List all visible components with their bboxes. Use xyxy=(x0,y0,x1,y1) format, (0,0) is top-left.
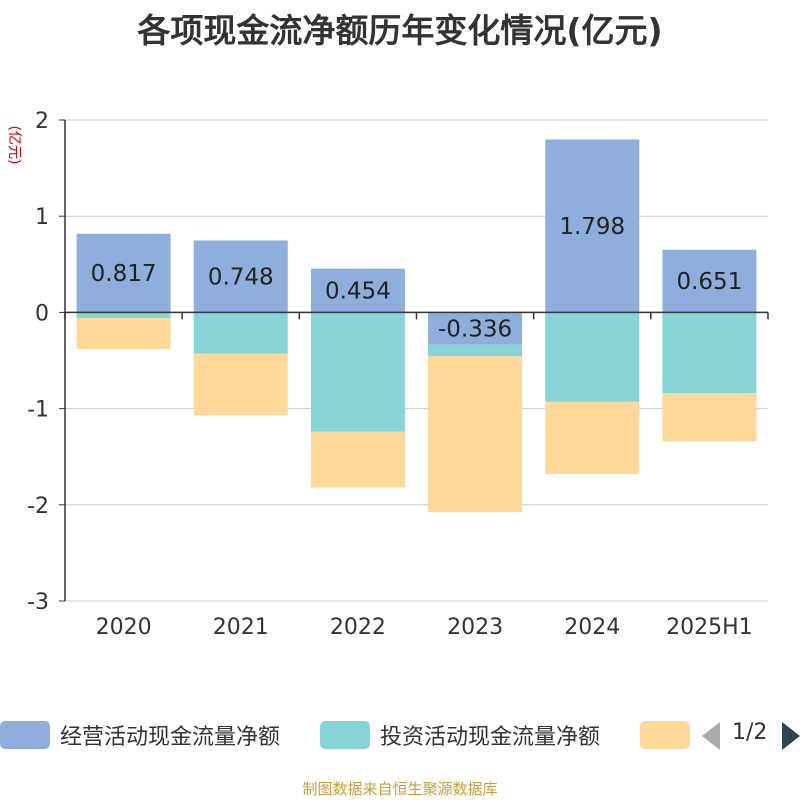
x-tick-label: 2020 xyxy=(96,615,152,640)
data-label: 0.454 xyxy=(325,279,391,305)
legend-swatch-operating xyxy=(0,721,50,749)
bar-operating xyxy=(662,249,757,313)
y-tick-label: 0 xyxy=(35,301,49,326)
x-tick-label: 2021 xyxy=(213,615,269,640)
x-tick-label: 2024 xyxy=(564,615,620,640)
bar-operating xyxy=(428,312,523,345)
legend-label-operating: 经营活动现金流量净额 xyxy=(60,725,281,750)
y-unit-label: (亿元) xyxy=(6,126,22,165)
legend-swatch-financing xyxy=(640,721,690,749)
y-tick-label: 2 xyxy=(35,109,49,134)
legend-swatch-investing xyxy=(320,721,370,749)
bar-investing xyxy=(76,312,171,319)
bar-investing xyxy=(193,312,288,354)
source-note: 制图数据来自恒生聚源数据库 xyxy=(302,780,498,798)
bar-financing xyxy=(662,393,757,442)
bar-investing xyxy=(545,312,640,402)
bar-operating xyxy=(193,240,288,313)
bar-investing xyxy=(662,312,757,394)
data-label: 0.817 xyxy=(91,261,157,287)
x-tick-label: 2025H1 xyxy=(666,615,753,640)
data-label: 1.798 xyxy=(559,214,625,240)
y-tick-label: -3 xyxy=(27,590,49,615)
bar-operating xyxy=(76,233,171,313)
legend-label-investing: 投资活动现金流量净额 xyxy=(380,725,601,750)
pager-text: 1/2 xyxy=(732,720,768,745)
bar-operating xyxy=(310,268,405,313)
bar-investing xyxy=(428,344,523,357)
bar-operating xyxy=(545,139,640,313)
bar-financing xyxy=(545,401,640,475)
data-label: -0.336 xyxy=(438,317,512,343)
pager-prev-arrow-icon[interactable] xyxy=(702,722,720,750)
pager-next-arrow-icon[interactable] xyxy=(782,722,800,750)
bar-financing xyxy=(193,353,288,416)
y-tick-label: -1 xyxy=(27,398,49,423)
bar-financing xyxy=(76,318,171,349)
x-tick-label: 2022 xyxy=(330,615,386,640)
data-label: 0.651 xyxy=(676,269,742,295)
bar-investing xyxy=(310,312,405,432)
bar-financing xyxy=(428,356,523,513)
data-label: 0.748 xyxy=(208,264,274,290)
bar-financing xyxy=(310,431,405,488)
y-tick-label: -2 xyxy=(27,494,49,519)
x-tick-label: 2023 xyxy=(447,615,503,640)
y-tick-label: 1 xyxy=(35,205,49,230)
chart-title: 各项现金流净额历年变化情况(亿元) xyxy=(137,11,663,50)
